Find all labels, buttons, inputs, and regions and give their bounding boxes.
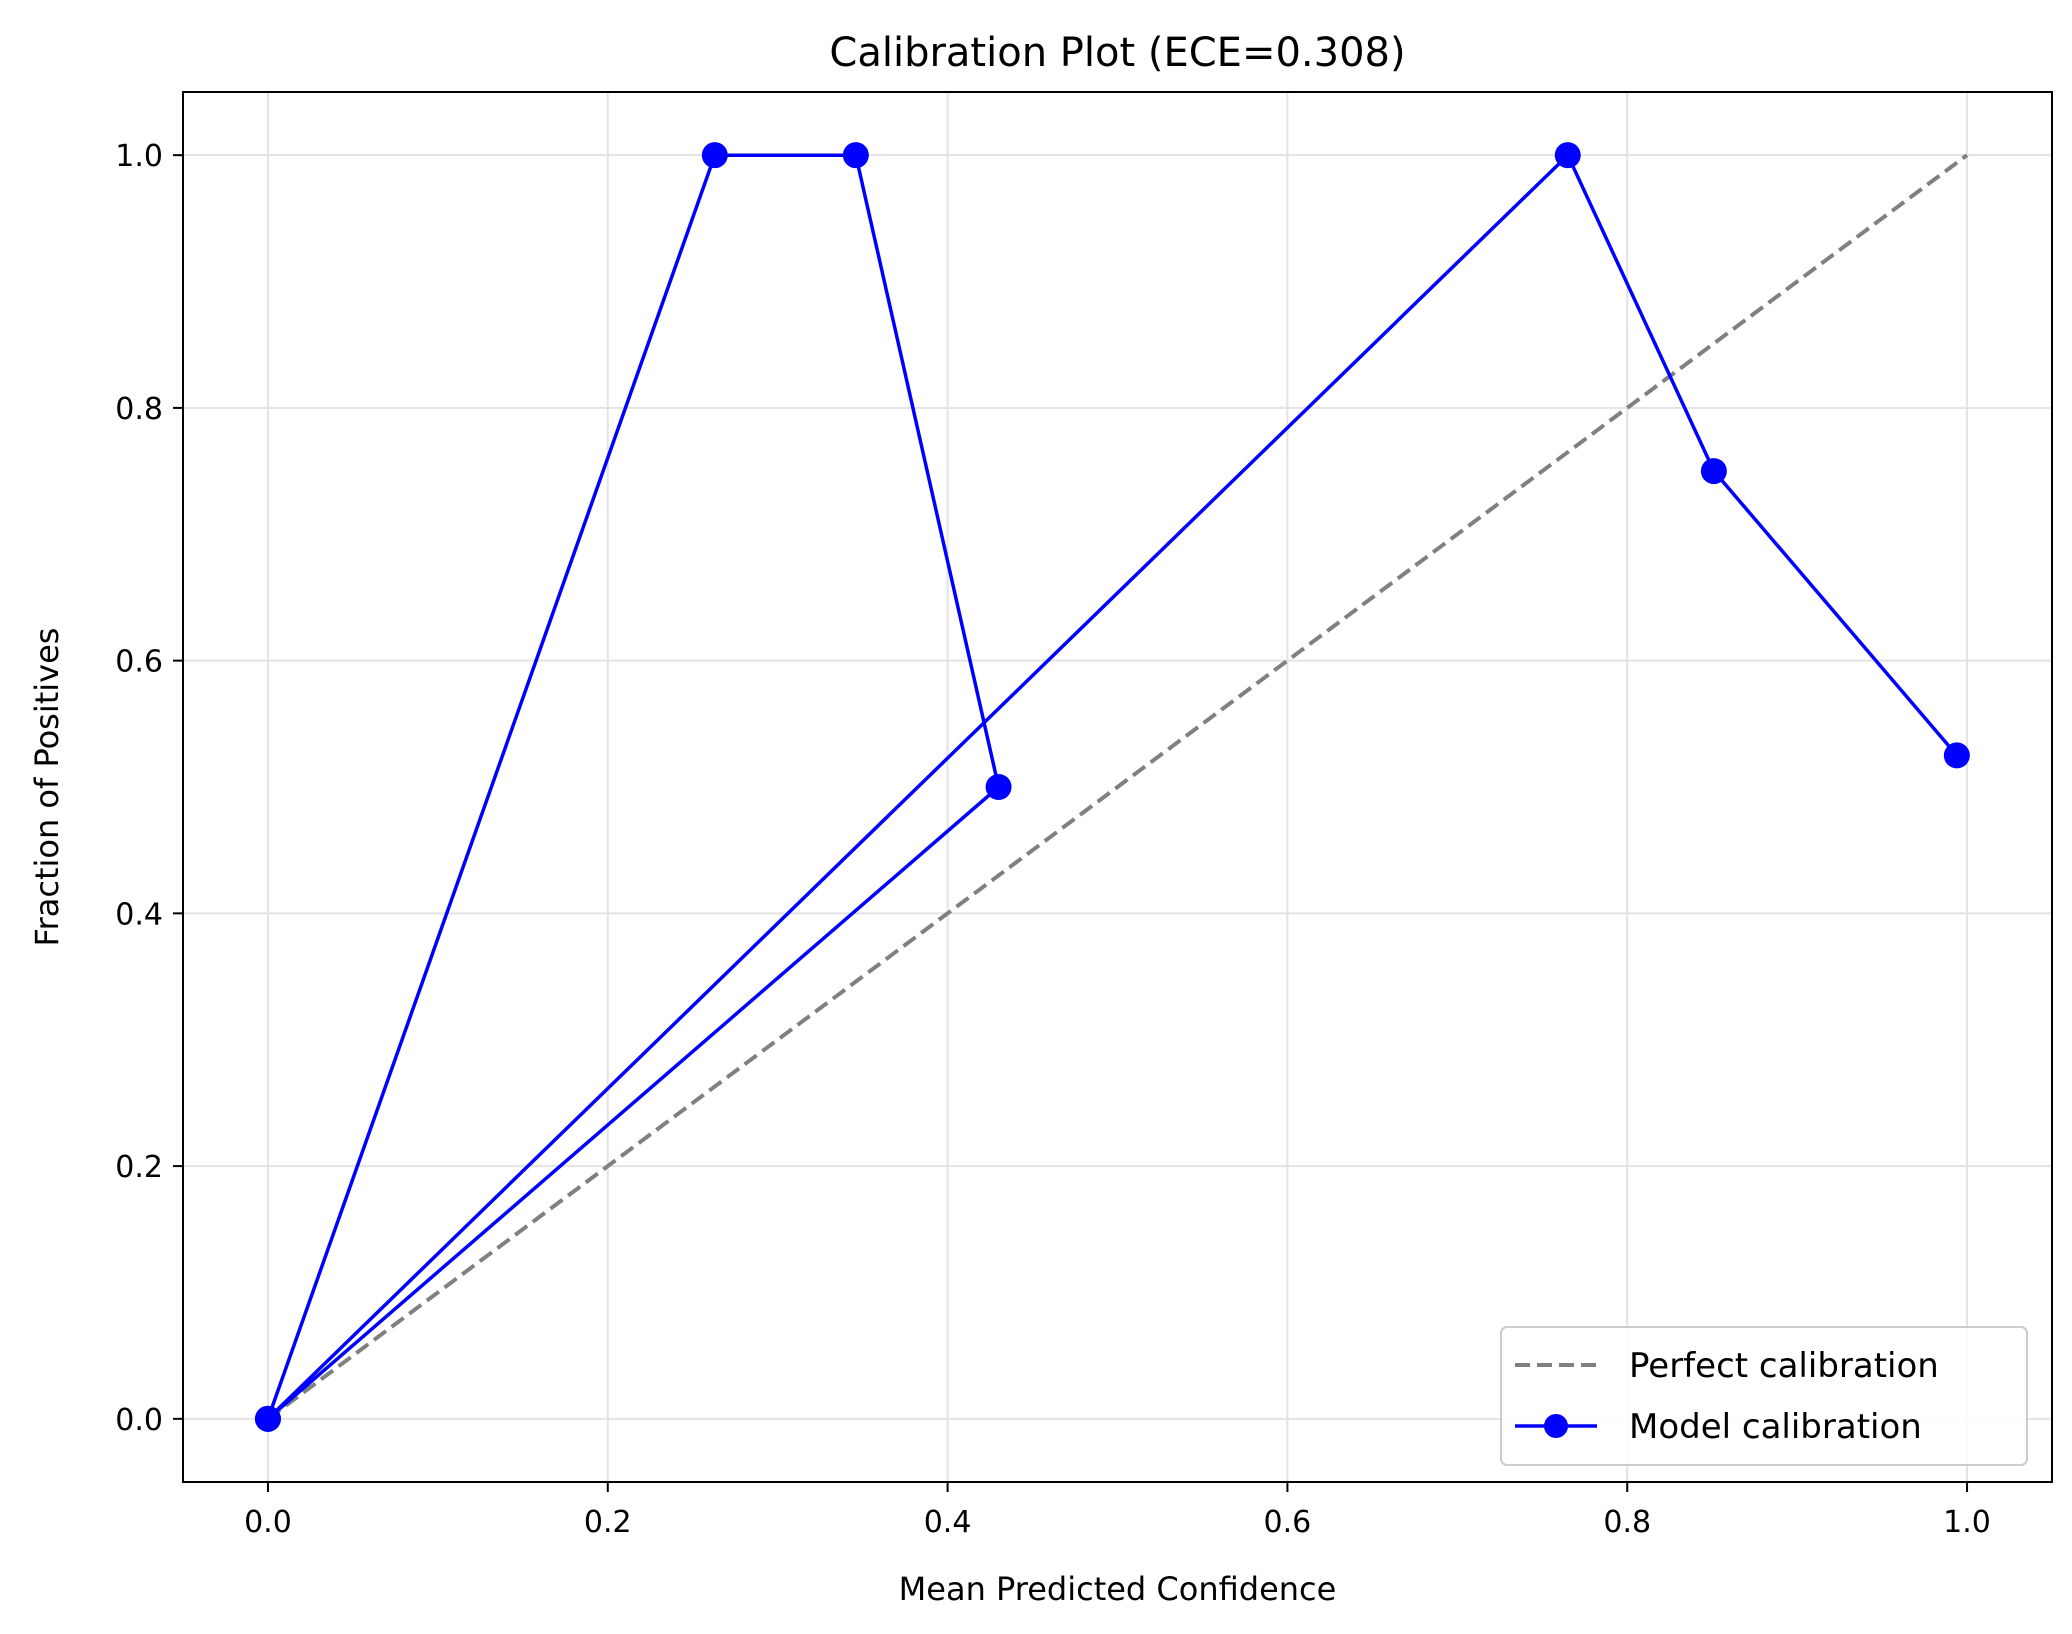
data-point-marker [1700,458,1727,485]
legend-label: Perfect calibration [1629,1346,1939,1386]
series-line-perfect-calibration [266,153,1969,1421]
y-tick-label: 0.4 [115,897,163,932]
y-axis-label: Fraction of Positives [28,628,66,947]
data-point-marker [701,142,728,169]
x-tick-label: 0.8 [1603,1505,1651,1540]
data-point-marker [1554,142,1581,169]
series-line-model-calibration [266,153,1959,1421]
grid-lines [183,92,2052,1482]
x-tick-label: 0.0 [244,1505,292,1540]
x-tick-label: 0.2 [584,1505,632,1540]
y-tick-label: 1.0 [115,139,163,174]
chart-legend: Perfect calibration Model calibration [1500,1326,2028,1466]
plot-frame [182,91,2053,1483]
y-tick-label: 0.6 [115,645,163,680]
y-tick-label: 0.8 [115,392,163,427]
y-tick-label: 0.2 [115,1150,163,1185]
x-axis-label: Mean Predicted Confidence [899,1570,1337,1608]
plot-series [254,142,1970,1432]
legend-label: Model calibration [1629,1407,1922,1447]
x-tick-label: 0.4 [924,1505,972,1540]
data-point-marker [985,774,1012,800]
legend-marker [1544,1414,1568,1438]
x-tick-label: 1.0 [1943,1505,1991,1540]
chart-title: Calibration Plot (ECE=0.308) [829,30,1405,76]
legend-box [1500,1326,2028,1466]
data-point-marker [842,142,869,169]
x-tick-label: 0.6 [1264,1505,1312,1540]
axis-ticks: 0.0 0.2 0.4 0.6 0.8 1.0 0.0 0.2 0.4 0.6 0.8 1.0 [115,139,1991,1540]
data-point-marker [1943,742,1970,769]
y-tick-label: 0.0 [115,1403,163,1438]
data-point-marker [254,1405,281,1432]
